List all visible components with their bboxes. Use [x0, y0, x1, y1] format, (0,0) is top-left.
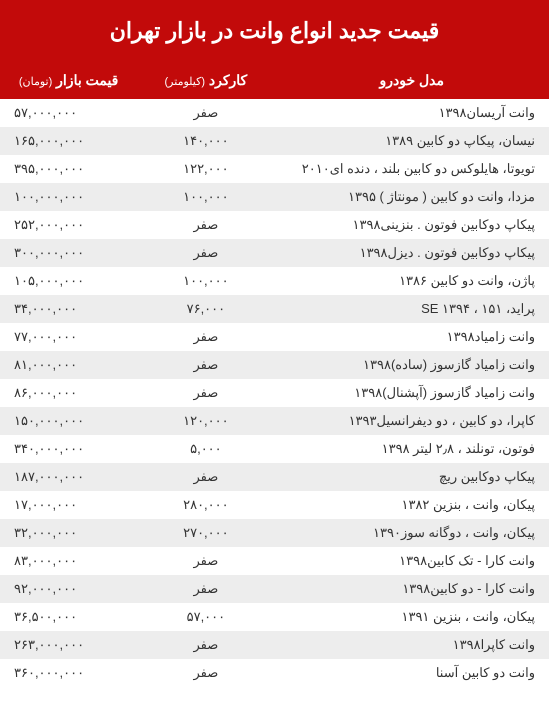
cell-mileage: ۱۴۰,۰۰۰: [137, 127, 274, 155]
cell-model: وانت آریسان۱۳۹۸: [275, 99, 549, 127]
cell-model: وانت کارا - دو کابین۱۳۹۸: [275, 575, 549, 603]
table-row: پیکان، وانت ، بنزین ۱۳۹۱۵۷,۰۰۰۳۶,۵۰۰,۰۰۰: [0, 603, 549, 631]
cell-model: کاپرا، دو کابین ، دو دیفرانسیل۱۳۹۳: [275, 407, 549, 435]
cell-mileage: صفر: [137, 463, 274, 491]
col-mileage: کارکرد (کیلومتر): [137, 62, 274, 99]
col-price-unit: (تومان): [19, 76, 52, 88]
table-row: فوتون، تونلند ، ۲٫۸ لیتر ۱۳۹۸۵,۰۰۰۳۴۰,۰۰…: [0, 435, 549, 463]
cell-price: ۳۰۰,۰۰۰,۰۰۰: [0, 239, 137, 267]
cell-mileage: صفر: [137, 547, 274, 575]
table-row: وانت آریسان۱۳۹۸صفر۵۷,۰۰۰,۰۰۰: [0, 99, 549, 127]
cell-mileage: ۲۸۰,۰۰۰: [137, 491, 274, 519]
cell-model: مزدا، وانت دو کابین ( مونتاژ ) ۱۳۹۵: [275, 183, 549, 211]
table-row: وانت کاپرا۱۳۹۸صفر۲۶۳,۰۰۰,۰۰۰: [0, 631, 549, 659]
table-row: وانت زامیاد گازسوز (ساده)۱۳۹۸صفر۸۱,۰۰۰,۰…: [0, 351, 549, 379]
table-row: پیکان، وانت ، بنزین ۱۳۸۲۲۸۰,۰۰۰۱۷,۰۰۰,۰۰…: [0, 491, 549, 519]
col-mileage-unit: (کیلومتر): [165, 76, 206, 88]
cell-model: وانت دو کابین آسنا: [275, 659, 549, 687]
cell-mileage: ۱۰۰,۰۰۰: [137, 267, 274, 295]
cell-price: ۳۴,۰۰۰,۰۰۰: [0, 295, 137, 323]
cell-mileage: صفر: [137, 323, 274, 351]
cell-model: وانت کاپرا۱۳۹۸: [275, 631, 549, 659]
cell-price: ۳۲,۰۰۰,۰۰۰: [0, 519, 137, 547]
col-mileage-label: کارکرد: [209, 72, 247, 88]
cell-price: ۳۶۰,۰۰۰,۰۰۰: [0, 659, 137, 687]
table-row: پاژن، وانت دو کابین ۱۳۸۶۱۰۰,۰۰۰۱۰۵,۰۰۰,۰…: [0, 267, 549, 295]
cell-model: پیکان، وانت ، بنزین ۱۳۹۱: [275, 603, 549, 631]
cell-mileage: ۲۷۰,۰۰۰: [137, 519, 274, 547]
cell-model: تویوتا، هایلوکس دو کابین بلند ، دنده ای۲…: [275, 155, 549, 183]
cell-mileage: صفر: [137, 99, 274, 127]
cell-price: ۱۸۷,۰۰۰,۰۰۰: [0, 463, 137, 491]
cell-price: ۱۵۰,۰۰۰,۰۰۰: [0, 407, 137, 435]
cell-model: پیکان، وانت ، بنزین ۱۳۸۲: [275, 491, 549, 519]
cell-mileage: صفر: [137, 659, 274, 687]
cell-mileage: ۱۲۰,۰۰۰: [137, 407, 274, 435]
col-price-label: قیمت بازار: [56, 72, 118, 88]
table-row: پیکاپ دوکابین فوتون . دیزل۱۳۹۸صفر۳۰۰,۰۰۰…: [0, 239, 549, 267]
cell-mileage: صفر: [137, 239, 274, 267]
price-table: مدل خودرو کارکرد (کیلومتر) قیمت بازار (ت…: [0, 62, 549, 687]
table-row: مزدا، وانت دو کابین ( مونتاژ ) ۱۳۹۵۱۰۰,۰…: [0, 183, 549, 211]
cell-price: ۳۶,۵۰۰,۰۰۰: [0, 603, 137, 631]
cell-price: ۳۴۰,۰۰۰,۰۰۰: [0, 435, 137, 463]
cell-model: پیکاپ دوکابین ریچ: [275, 463, 549, 491]
col-model: مدل خودرو: [275, 62, 549, 99]
col-price: قیمت بازار (تومان): [0, 62, 137, 99]
cell-model: پیکاپ دوکابین فوتون . بنزینی۱۳۹۸: [275, 211, 549, 239]
cell-mileage: ۵,۰۰۰: [137, 435, 274, 463]
cell-price: ۵۷,۰۰۰,۰۰۰: [0, 99, 137, 127]
cell-price: ۱۰۵,۰۰۰,۰۰۰: [0, 267, 137, 295]
cell-model: وانت زامیاد گازسوز (ساده)۱۳۹۸: [275, 351, 549, 379]
page-title: قیمت جدید انواع وانت در بازار تهران: [0, 0, 549, 62]
table-row: وانت زامیاد۱۳۹۸صفر۷۷,۰۰۰,۰۰۰: [0, 323, 549, 351]
table-row: پیکاپ دوکابین فوتون . بنزینی۱۳۹۸صفر۲۵۲,۰…: [0, 211, 549, 239]
cell-mileage: صفر: [137, 575, 274, 603]
table-header-row: مدل خودرو کارکرد (کیلومتر) قیمت بازار (ت…: [0, 62, 549, 99]
cell-model: پیکاپ دوکابین فوتون . دیزل۱۳۹۸: [275, 239, 549, 267]
table-row: پیکان، وانت ، دوگانه سوز۱۳۹۰۲۷۰,۰۰۰۳۲,۰۰…: [0, 519, 549, 547]
cell-model: وانت زامیاد گازسوز (آپشنال)۱۳۹۸: [275, 379, 549, 407]
cell-mileage: صفر: [137, 211, 274, 239]
cell-price: ۲۵۲,۰۰۰,۰۰۰: [0, 211, 137, 239]
cell-model: پیکان، وانت ، دوگانه سوز۱۳۹۰: [275, 519, 549, 547]
table-row: کاپرا، دو کابین ، دو دیفرانسیل۱۳۹۳۱۲۰,۰۰…: [0, 407, 549, 435]
cell-mileage: صفر: [137, 351, 274, 379]
cell-model: فوتون، تونلند ، ۲٫۸ لیتر ۱۳۹۸: [275, 435, 549, 463]
table-row: وانت زامیاد گازسوز (آپشنال)۱۳۹۸صفر۸۶,۰۰۰…: [0, 379, 549, 407]
table-row: پیکاپ دوکابین ریچصفر۱۸۷,۰۰۰,۰۰۰: [0, 463, 549, 491]
table-row: پراید، ۱۵۱ ، SE ۱۳۹۴۷۶,۰۰۰۳۴,۰۰۰,۰۰۰: [0, 295, 549, 323]
table-row: وانت کارا - دو کابین۱۳۹۸صفر۹۲,۰۰۰,۰۰۰: [0, 575, 549, 603]
cell-price: ۲۶۳,۰۰۰,۰۰۰: [0, 631, 137, 659]
table-row: نیسان، پیکاپ دو کابین ۱۳۸۹۱۴۰,۰۰۰۱۶۵,۰۰۰…: [0, 127, 549, 155]
cell-price: ۱۶۵,۰۰۰,۰۰۰: [0, 127, 137, 155]
cell-price: ۸۳,۰۰۰,۰۰۰: [0, 547, 137, 575]
cell-mileage: صفر: [137, 379, 274, 407]
cell-price: ۷۷,۰۰۰,۰۰۰: [0, 323, 137, 351]
table-body: وانت آریسان۱۳۹۸صفر۵۷,۰۰۰,۰۰۰نیسان، پیکاپ…: [0, 99, 549, 687]
cell-price: ۱۷,۰۰۰,۰۰۰: [0, 491, 137, 519]
table-row: وانت کارا - تک کابین۱۳۹۸صفر۸۳,۰۰۰,۰۰۰: [0, 547, 549, 575]
cell-model: پاژن، وانت دو کابین ۱۳۸۶: [275, 267, 549, 295]
table-row: وانت دو کابین آسناصفر۳۶۰,۰۰۰,۰۰۰: [0, 659, 549, 687]
cell-model: وانت زامیاد۱۳۹۸: [275, 323, 549, 351]
cell-price: ۱۰۰,۰۰۰,۰۰۰: [0, 183, 137, 211]
cell-price: ۹۲,۰۰۰,۰۰۰: [0, 575, 137, 603]
cell-price: ۳۹۵,۰۰۰,۰۰۰: [0, 155, 137, 183]
cell-mileage: ۵۷,۰۰۰: [137, 603, 274, 631]
cell-price: ۸۶,۰۰۰,۰۰۰: [0, 379, 137, 407]
col-model-label: مدل خودرو: [379, 72, 444, 88]
cell-model: نیسان، پیکاپ دو کابین ۱۳۸۹: [275, 127, 549, 155]
cell-price: ۸۱,۰۰۰,۰۰۰: [0, 351, 137, 379]
cell-model: وانت کارا - تک کابین۱۳۹۸: [275, 547, 549, 575]
cell-model: پراید، ۱۵۱ ، SE ۱۳۹۴: [275, 295, 549, 323]
cell-mileage: ۱۰۰,۰۰۰: [137, 183, 274, 211]
cell-mileage: ۷۶,۰۰۰: [137, 295, 274, 323]
cell-mileage: صفر: [137, 631, 274, 659]
cell-mileage: ۱۲۲,۰۰۰: [137, 155, 274, 183]
table-row: تویوتا، هایلوکس دو کابین بلند ، دنده ای۲…: [0, 155, 549, 183]
